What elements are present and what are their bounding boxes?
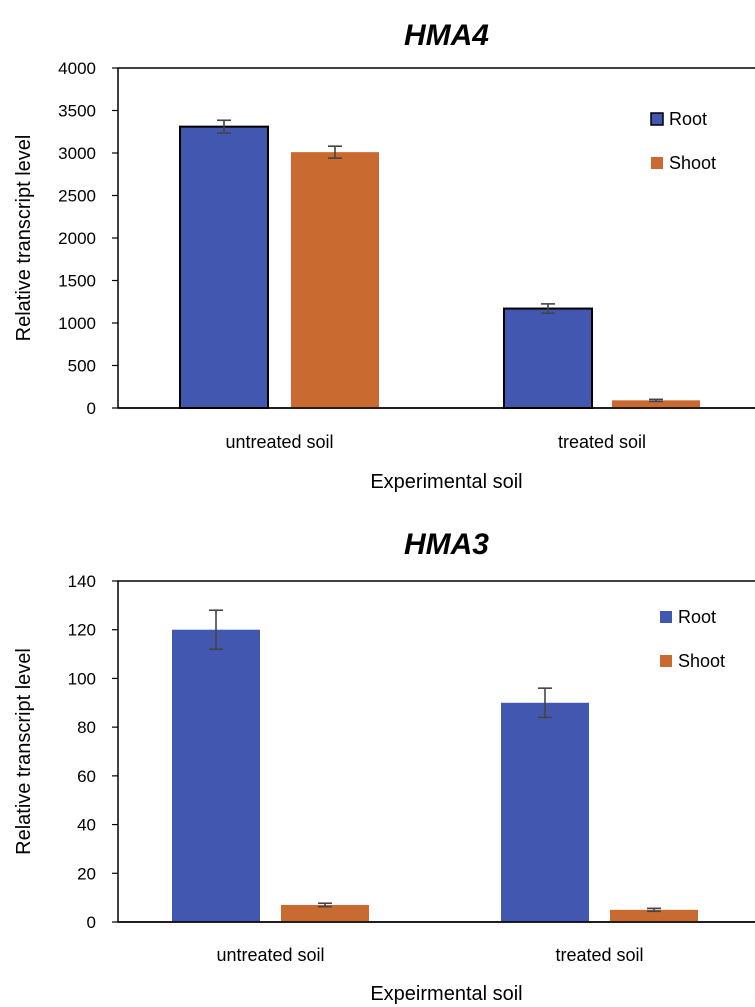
legend-swatch-shoot [660, 655, 672, 667]
legend-label-shoot: Shoot [669, 153, 716, 173]
x-category-label: untreated soil [225, 432, 333, 452]
y-tick-label: 2500 [58, 187, 96, 206]
bar-shoot-2 [610, 909, 698, 922]
y-tick-label: 0 [87, 913, 96, 932]
error-bar [538, 687, 552, 719]
bar-shoot-2 [612, 400, 700, 408]
y-tick-label: 1000 [58, 314, 96, 333]
legend: Root Shoot [650, 109, 716, 173]
chart-title: HMA4 [404, 19, 489, 52]
bar-root-1 [172, 629, 260, 922]
y-tick-label: 1500 [58, 272, 96, 291]
bar-root-2 [501, 702, 589, 922]
y-tick-label: 80 [77, 718, 96, 737]
y-tick-label: 2000 [58, 229, 96, 248]
y-tick-label: 0 [87, 399, 96, 418]
y-tick-label: 3500 [58, 102, 96, 121]
error-bar [541, 303, 555, 315]
y-axis-label: Relative transcript level [13, 135, 35, 342]
error-bar [647, 907, 661, 913]
legend-label-shoot: Shoot [678, 651, 725, 671]
error-bar [209, 609, 223, 651]
x-category-label: untreated soil [216, 945, 324, 965]
error-bar [217, 119, 231, 134]
chart-panel-2: HMA3 0 20 40 60 80 100 120 140 untreated soil trea… [13, 528, 755, 1005]
y-tick-label: 60 [77, 767, 96, 786]
bar-root-1 [179, 125, 269, 410]
bar-root-2 [503, 307, 593, 409]
legend-swatch-shoot [651, 157, 663, 169]
legend-swatch-root [650, 112, 664, 126]
chart-title: HMA3 [404, 528, 489, 561]
bar-shoot-1 [281, 904, 369, 922]
legend-label-root: Root [678, 607, 716, 627]
y-tick-label: 3000 [58, 144, 96, 163]
error-bar [318, 902, 332, 908]
y-tick-label: 100 [68, 669, 96, 688]
bar-shoot-1 [291, 152, 379, 408]
y-tick-label: 500 [68, 357, 96, 376]
chart-panel-1: HMA4 0 500 1000 1500 2000 2500 3000 3500 4000 untr… [13, 19, 755, 493]
x-category-label: treated soil [558, 432, 646, 452]
legend-swatch-root [660, 611, 672, 623]
error-bar [649, 398, 663, 403]
x-axis-label: Experimental soil [370, 471, 522, 493]
y-axis-label: Relative transcript level [13, 648, 35, 855]
y-tick-label: 140 [68, 572, 96, 591]
y-tick-label: 20 [77, 864, 96, 883]
x-category-label: treated soil [555, 945, 643, 965]
y-tick-label: 40 [77, 816, 96, 835]
y-tick-label: 120 [68, 621, 96, 640]
x-axis-label: Expeirmental soil [370, 983, 522, 1005]
y-tick-label: 4000 [58, 59, 96, 78]
legend-label-root: Root [669, 109, 707, 129]
legend: Root Shoot [660, 607, 725, 671]
error-bar [328, 145, 342, 159]
